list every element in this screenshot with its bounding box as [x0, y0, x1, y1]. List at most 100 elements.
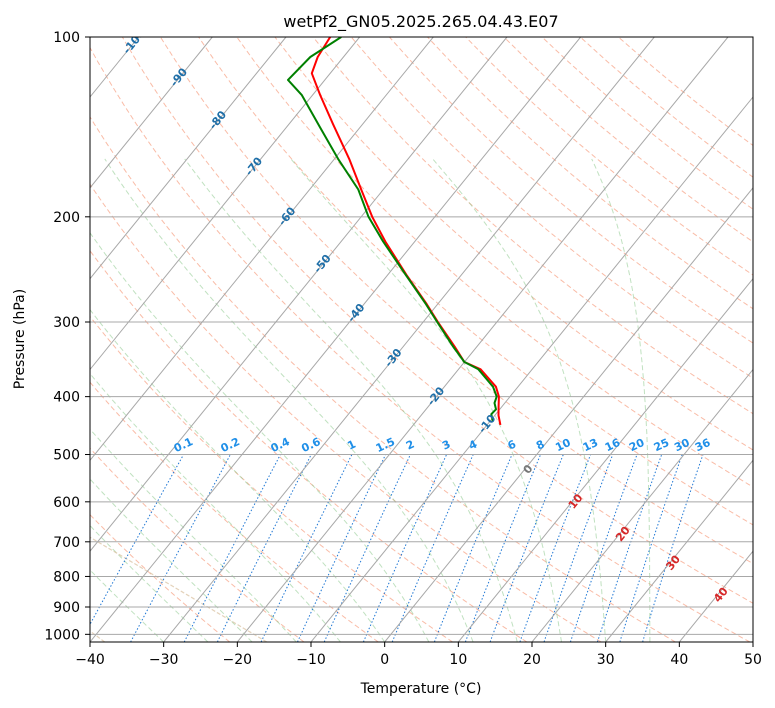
- mixing-ratio-line: [464, 454, 542, 642]
- moist-adiabat: [184, 158, 518, 642]
- isotherm: [605, 459, 753, 642]
- isotherm: [90, 37, 361, 371]
- isotherm-label: -100: [120, 27, 148, 57]
- x-tick-label: 40: [670, 652, 688, 668]
- mixing-ratio-label: 36: [693, 436, 713, 454]
- dry-adiabat: [389, 37, 753, 344]
- x-axis-label: Temperature (°C): [360, 681, 482, 697]
- mixing-ratio-line: [183, 454, 281, 642]
- dry-adiabat: [541, 37, 753, 210]
- mixing-ratio-label: 1: [345, 438, 357, 453]
- dry-adiabat: [90, 447, 305, 642]
- mixing-ratio-line: [569, 454, 638, 642]
- isotherm-label: 10: [566, 491, 586, 511]
- moist-adiabat: [90, 372, 341, 642]
- y-tick-label: 700: [53, 535, 80, 551]
- axes: −40 −30 −20 −10 0 10 20 30 40 5010020030040050060…: [44, 30, 762, 668]
- isotherm: [531, 368, 753, 642]
- chart-title: wetPf2_GN05.2025.265.04.43.E07: [283, 12, 558, 32]
- mixing-ratio-line: [519, 454, 592, 642]
- mixing-ratio-line: [260, 454, 353, 642]
- dry-adiabat: [312, 37, 753, 415]
- mixing-ratio-line: [596, 454, 663, 642]
- isotherm: [90, 37, 434, 462]
- x-tick-label: −10: [296, 652, 326, 668]
- dry-adiabat: [350, 37, 753, 379]
- isotherm: [163, 37, 655, 642]
- mixing-ratio-line: [216, 454, 312, 642]
- x-tick-label: 0: [380, 652, 389, 668]
- x-tick-label: −30: [149, 652, 179, 668]
- x-tick-label: 10: [449, 652, 467, 668]
- dry-adiabat: [503, 37, 753, 243]
- background-lines: [90, 37, 753, 642]
- moist-adiabat: [290, 158, 562, 642]
- y-tick-label: 1000: [44, 627, 80, 643]
- moist-adiabat: [90, 478, 253, 642]
- y-tick-label: 300: [53, 315, 80, 331]
- mixing-ratio-label: 10: [553, 436, 573, 454]
- x-tick-label: 50: [744, 652, 762, 668]
- mixing-ratio-label: 3: [440, 438, 452, 453]
- isotherm: [457, 277, 753, 642]
- reference-arc: [90, 536, 268, 642]
- dry-adiabat: [579, 37, 753, 178]
- mixing-ratio-label: 0.2: [219, 435, 242, 455]
- mixing-ratio-line: [619, 454, 683, 642]
- mixing-ratio-line: [642, 454, 704, 642]
- mixing-ratio-label: 16: [603, 436, 623, 454]
- y-tick-label: 900: [53, 600, 80, 616]
- x-tick-label: 20: [523, 652, 541, 668]
- y-tick-label: 600: [53, 495, 80, 511]
- mixing-ratio-line: [489, 454, 564, 642]
- x-tick-label: 30: [597, 652, 615, 668]
- dewpoint-profile: [287, 37, 498, 422]
- mixing-ratio-line: [90, 454, 185, 626]
- isotherm-label: 30: [663, 553, 683, 573]
- isotherm: [752, 641, 753, 642]
- y-tick-label: 200: [53, 210, 80, 226]
- isotherm: [90, 37, 287, 280]
- dry-adiabat: [90, 183, 602, 642]
- moist-adiabat: [90, 569, 165, 642]
- moist-adiabats: [90, 158, 651, 642]
- isotherm: [310, 96, 753, 642]
- isotherm-label: 40: [711, 585, 731, 605]
- dry-adiabat: [198, 37, 753, 526]
- mixing-ratio-label: 30: [672, 436, 692, 454]
- dry-adiabats: [90, 37, 753, 642]
- moist-adiabat: [90, 428, 297, 642]
- y-axis-label: Pressure (hPa): [12, 289, 28, 389]
- moist-adiabat: [432, 158, 607, 642]
- moist-adiabat: [104, 158, 474, 642]
- dry-adiabat: [90, 46, 751, 642]
- mixing-ratio-label: 0.4: [269, 435, 292, 455]
- y-tick-label: 100: [53, 30, 80, 46]
- dry-adiabat: [90, 315, 453, 642]
- mixing-ratio-line: [543, 454, 614, 642]
- isotherm-label: 0: [521, 462, 536, 476]
- y-tick-label: 400: [53, 390, 80, 406]
- mixing-ratio-label: 13: [581, 436, 600, 454]
- mixing-ratio-line: [433, 454, 513, 642]
- mixing-ratio-label: 6: [506, 437, 519, 452]
- x-tick-label: −20: [223, 652, 253, 668]
- dry-adiabat: [236, 37, 753, 488]
- dry-adiabat: [121, 37, 753, 604]
- moist-adiabat: [90, 524, 209, 642]
- isotherm: [384, 187, 753, 642]
- mixing-ratio-label: 0.6: [299, 435, 322, 455]
- dry-adiabat: [159, 37, 753, 565]
- mixing-ratio-label: 2: [404, 438, 416, 453]
- mixing-ratio-label: 20: [627, 436, 647, 454]
- dry-adiabat: [90, 513, 231, 642]
- mixing-ratio-line: [297, 454, 387, 642]
- mixing-ratio-label: 0.1: [172, 435, 195, 455]
- x-tick-label: −40: [75, 652, 105, 668]
- isotherm: [236, 37, 729, 642]
- moist-adiabat: [591, 158, 651, 642]
- plot-frame: [89, 36, 754, 643]
- reference-arcs: [90, 536, 268, 642]
- moist-adiabat: [90, 232, 430, 642]
